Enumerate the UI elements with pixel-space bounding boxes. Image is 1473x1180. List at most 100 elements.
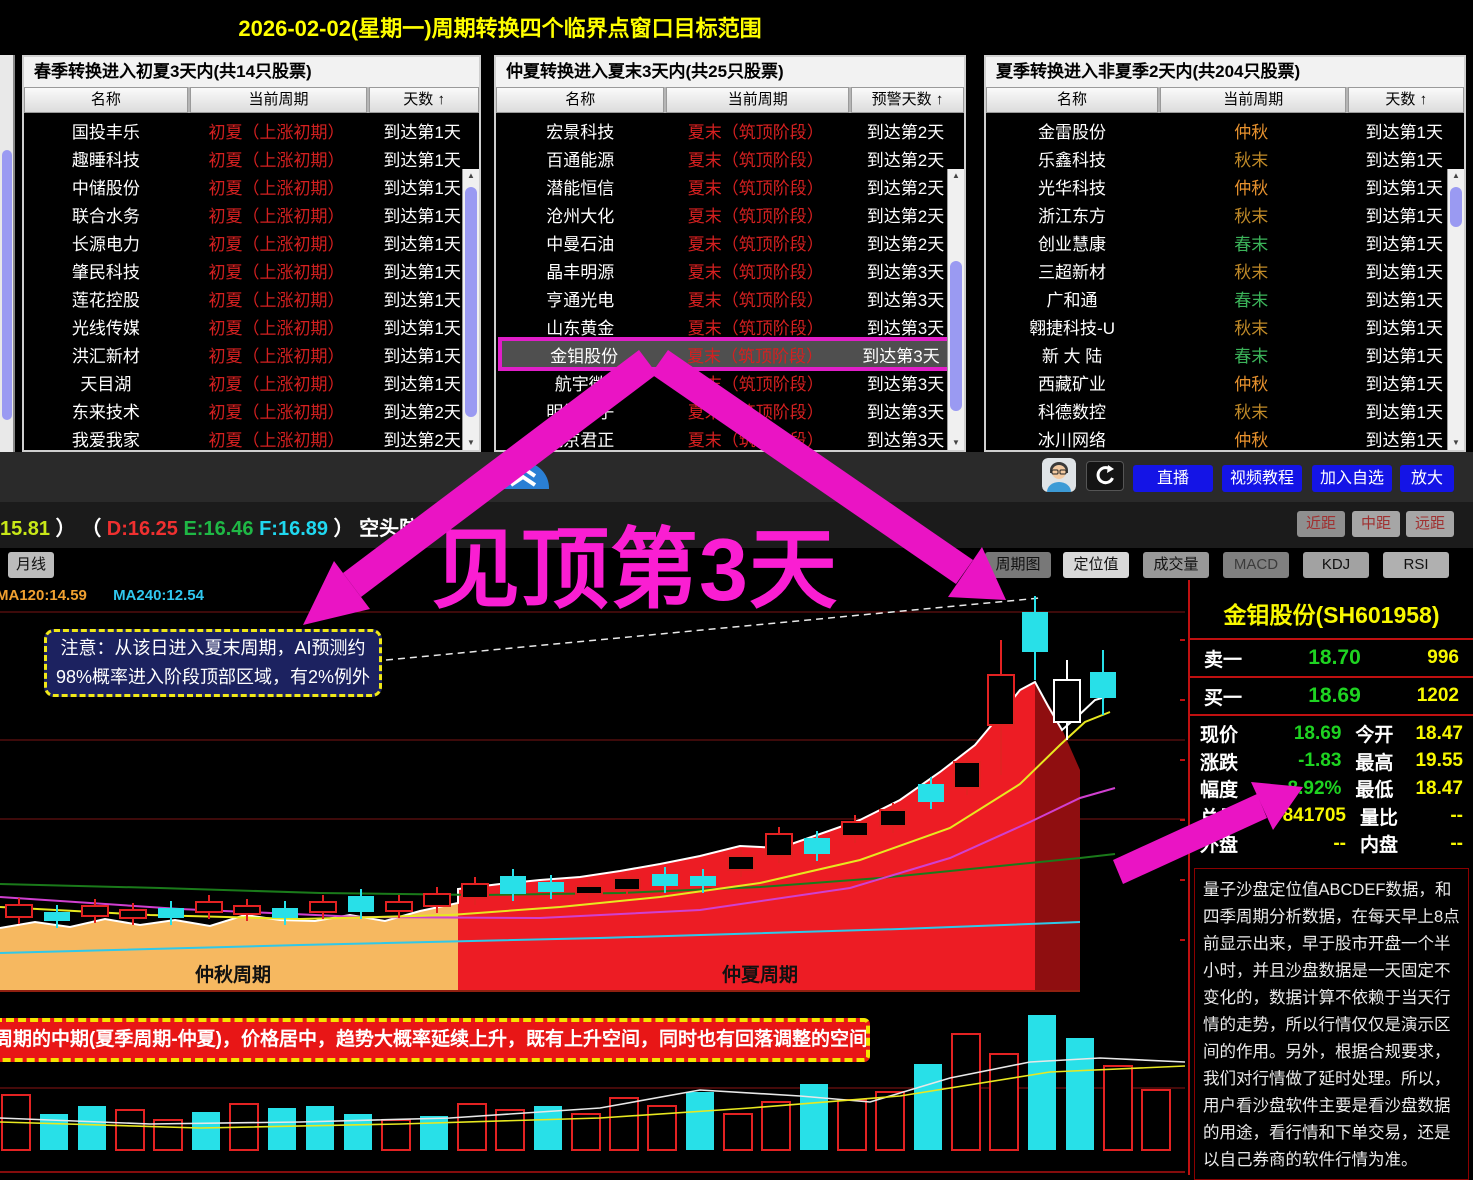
table-row[interactable]: 宏景科技 夏末（筑顶阶段） 到达第2天 xyxy=(546,122,945,142)
table-row[interactable]: 新 大 陆春末 到达第1天 xyxy=(1041,346,1443,366)
column-header[interactable]: 天数 ↑ xyxy=(1348,87,1464,113)
scroll-up-icon[interactable]: ▲ xyxy=(463,169,479,183)
refresh-icon xyxy=(1096,465,1114,485)
candle xyxy=(309,901,337,913)
candle xyxy=(987,674,1015,726)
live-stream-button[interactable]: 直播 xyxy=(1133,465,1213,492)
table-row[interactable]: 国投丰乐 初夏（上涨初期） 到达第1天 xyxy=(71,122,461,142)
candle xyxy=(538,882,564,892)
scrollbar[interactable]: ▲ ▼ xyxy=(947,169,964,450)
tab-volume[interactable]: 成交量 xyxy=(1143,552,1209,578)
scrollbar[interactable]: ▲ ▼ xyxy=(1447,169,1464,450)
table-row[interactable]: 航宇微 夏末（筑顶阶段） 到达第3天 xyxy=(554,374,945,394)
table-row[interactable]: 洪汇新材 初夏（上涨初期） 到达第1天 xyxy=(71,346,461,366)
scroll-down-icon[interactable]: ▼ xyxy=(1448,436,1464,450)
scroll-up-icon[interactable]: ▲ xyxy=(1448,169,1464,183)
table-row[interactable]: 天目湖 初夏（上涨初期） 到达第1天 xyxy=(80,374,461,394)
table-row[interactable]: 潜能恒信 夏末（筑顶阶段） 到达第2天 xyxy=(546,178,945,198)
tab-kdj[interactable]: KDJ xyxy=(1303,552,1369,578)
table-row[interactable]: 西藏矿业 仲秋 到达第1天 xyxy=(1038,374,1443,394)
scroll-down-icon[interactable]: ▼ xyxy=(463,436,479,450)
scrollbar-thumb[interactable] xyxy=(950,261,962,411)
volume-bar xyxy=(534,1106,562,1150)
table-row[interactable]: 亨通光电 夏末（筑顶阶段） 到达第3天 xyxy=(546,290,945,310)
range-far-button[interactable]: 远距 xyxy=(1406,511,1454,537)
candle xyxy=(81,905,109,917)
range-near-button[interactable]: 近距 xyxy=(1297,511,1345,537)
panel-midsummer-to-late-summer: 仲夏转换进入夏末3天内(共25只股票) 名称 当前周期 预警天数 ↑ 宏景科技 夏末（… xyxy=(494,55,966,452)
candle xyxy=(1053,679,1081,723)
table-row[interactable]: 长源电力 初夏（上涨初期） 到达第1天 xyxy=(71,234,461,254)
table-row[interactable]: 中储股份 初夏（上涨初期） 到达第1天 xyxy=(71,178,461,198)
candle xyxy=(765,833,793,857)
scroll-up-icon[interactable]: ▲ xyxy=(948,169,964,183)
tab-monthly[interactable]: 月线 xyxy=(8,552,54,578)
ma-yellow-line xyxy=(0,711,1111,921)
column-header-row: 名称 当前周期 预警天数 ↑ xyxy=(496,87,964,113)
table-row[interactable]: 肇民科技 初夏（上涨初期） 到达第1天 xyxy=(71,262,461,282)
volume-bar xyxy=(1141,1089,1171,1151)
tab-macd[interactable]: MACD xyxy=(1223,552,1289,578)
table-row[interactable]: 冰川网络 仲秋 到达第1天 xyxy=(1038,430,1443,450)
table-row[interactable]: 莲花控股 初夏（上涨初期） 到达第1天 xyxy=(71,290,461,310)
scroll-down-icon[interactable]: ▼ xyxy=(948,436,964,450)
tab-period-chart[interactable]: 周期图 xyxy=(985,552,1051,578)
table-row[interactable]: 晶丰明源 夏末（筑顶阶段） 到达第3天 xyxy=(546,262,945,282)
table-row[interactable]: 金雷股份 仲秋 到达第1天 xyxy=(1038,122,1443,142)
refresh-button[interactable] xyxy=(1086,461,1124,491)
table-row[interactable]: 浙江东方 秋末 到达第1天 xyxy=(1038,206,1443,226)
zoom-in-button[interactable]: 放大 xyxy=(1400,465,1454,492)
collapse-up-icon[interactable] xyxy=(497,462,549,489)
column-header[interactable]: 名称 xyxy=(24,87,188,113)
table-row[interactable]: 沧州大化 夏末（筑顶阶段） 到达第2天 xyxy=(546,206,945,226)
scrollbar[interactable]: ▲ ▼ xyxy=(462,169,479,450)
tab-rsi[interactable]: RSI xyxy=(1383,552,1449,578)
table-row[interactable]: 趣睡科技 初夏（上涨初期） 到达第1天 xyxy=(71,150,461,170)
scrollbar-thumb[interactable] xyxy=(465,187,477,417)
abcdef-values: 15.81 ） （ D:16.25 E:16.46 F:16.89 ） 空头防 xyxy=(0,518,420,540)
column-header-row: 名称 当前周期 天数 ↑ xyxy=(986,87,1464,113)
table-row[interactable]: 中曼石油 夏末（筑顶阶段） 到达第2天 xyxy=(546,234,945,254)
column-header[interactable]: 名称 xyxy=(986,87,1159,113)
peak-day-label: 见顶第3天 xyxy=(432,520,838,619)
column-header[interactable]: 天数 ↑ xyxy=(369,87,479,113)
table-row[interactable]: 创业慧康 春末 到达第1天 xyxy=(1038,234,1443,254)
scrollbar-thumb[interactable] xyxy=(1450,187,1462,227)
volume-bar xyxy=(761,1101,791,1151)
column-header[interactable]: 当前周期 xyxy=(666,87,849,113)
table-row[interactable]: 三超新材 秋末 到达第1天 xyxy=(1038,262,1443,282)
table-row[interactable]: 翱捷科技-U 秋末 到达第1天 xyxy=(1029,318,1443,338)
column-header[interactable]: 当前周期 xyxy=(189,87,368,113)
scrollbar-thumb[interactable] xyxy=(2,150,12,420)
table-row[interactable]: 乐鑫科技 秋末 到达第1天 xyxy=(1038,150,1443,170)
table-row[interactable]: 光华科技 仲秋 到达第1天 xyxy=(1038,178,1443,198)
candle xyxy=(690,876,716,886)
table-row[interactable]: 光线传媒 初夏（上涨初期） 到达第1天 xyxy=(71,318,461,338)
value-c: 15.81 xyxy=(0,518,51,540)
table-row[interactable]: 百通能源 夏末（筑顶阶段） 到达第2天 xyxy=(546,150,945,170)
column-header[interactable]: 当前周期 xyxy=(1160,87,1347,113)
add-to-watchlist-button[interactable]: 加入自选 xyxy=(1312,465,1392,492)
table-row[interactable]: 科德数控 秋末 到达第1天 xyxy=(1038,402,1443,422)
candle xyxy=(5,904,33,918)
tab-position-value[interactable]: 定位值 xyxy=(1063,552,1129,578)
vol-ma-yellow-line xyxy=(0,1065,1185,1129)
page-title: 2026-02-02(星期一)周期转换四个临界点窗口目标范围 xyxy=(238,16,762,41)
table-row[interactable]: 我爱我家 初夏（上涨初期） 到达第2天 xyxy=(71,430,461,450)
table-row[interactable]: 明微电子 夏末（筑顶阶段） 到达第3天 xyxy=(546,402,945,422)
column-header[interactable]: 预警天数 ↑ xyxy=(850,87,964,113)
video-tutorial-button[interactable]: 视频教程 xyxy=(1222,465,1302,492)
table-row[interactable]: 金钼股份 夏末（筑顶阶段） 到达第3天 xyxy=(498,337,962,371)
column-header[interactable]: 名称 xyxy=(496,87,665,113)
panel-title: 仲夏转换进入夏末3天内(共25只股票) xyxy=(496,57,964,87)
table-row[interactable]: 山东黄金 夏末（筑顶阶段） 到达第3天 xyxy=(546,318,945,338)
cutoff-panel-scrollbar[interactable] xyxy=(0,55,15,452)
table-row[interactable]: 联合水务 初夏（上涨初期） 到达第1天 xyxy=(71,206,461,226)
volume-bar xyxy=(723,1113,753,1151)
table-row[interactable]: 广和通 春末 到达第1天 xyxy=(1046,290,1443,310)
range-mid-button[interactable]: 中距 xyxy=(1352,511,1400,537)
table-row[interactable]: 北京君正 夏末（筑顶阶段） 到达第3天 xyxy=(546,430,945,450)
avatar[interactable] xyxy=(1042,458,1076,492)
table-row[interactable]: 东来技术 初夏（上涨初期） 到达第2天 xyxy=(71,402,461,422)
info-text: 量子沙盘定位值ABCDEF数据，和四季周期分析数据，在每天早上8点前显示出来，早… xyxy=(1194,867,1469,1180)
